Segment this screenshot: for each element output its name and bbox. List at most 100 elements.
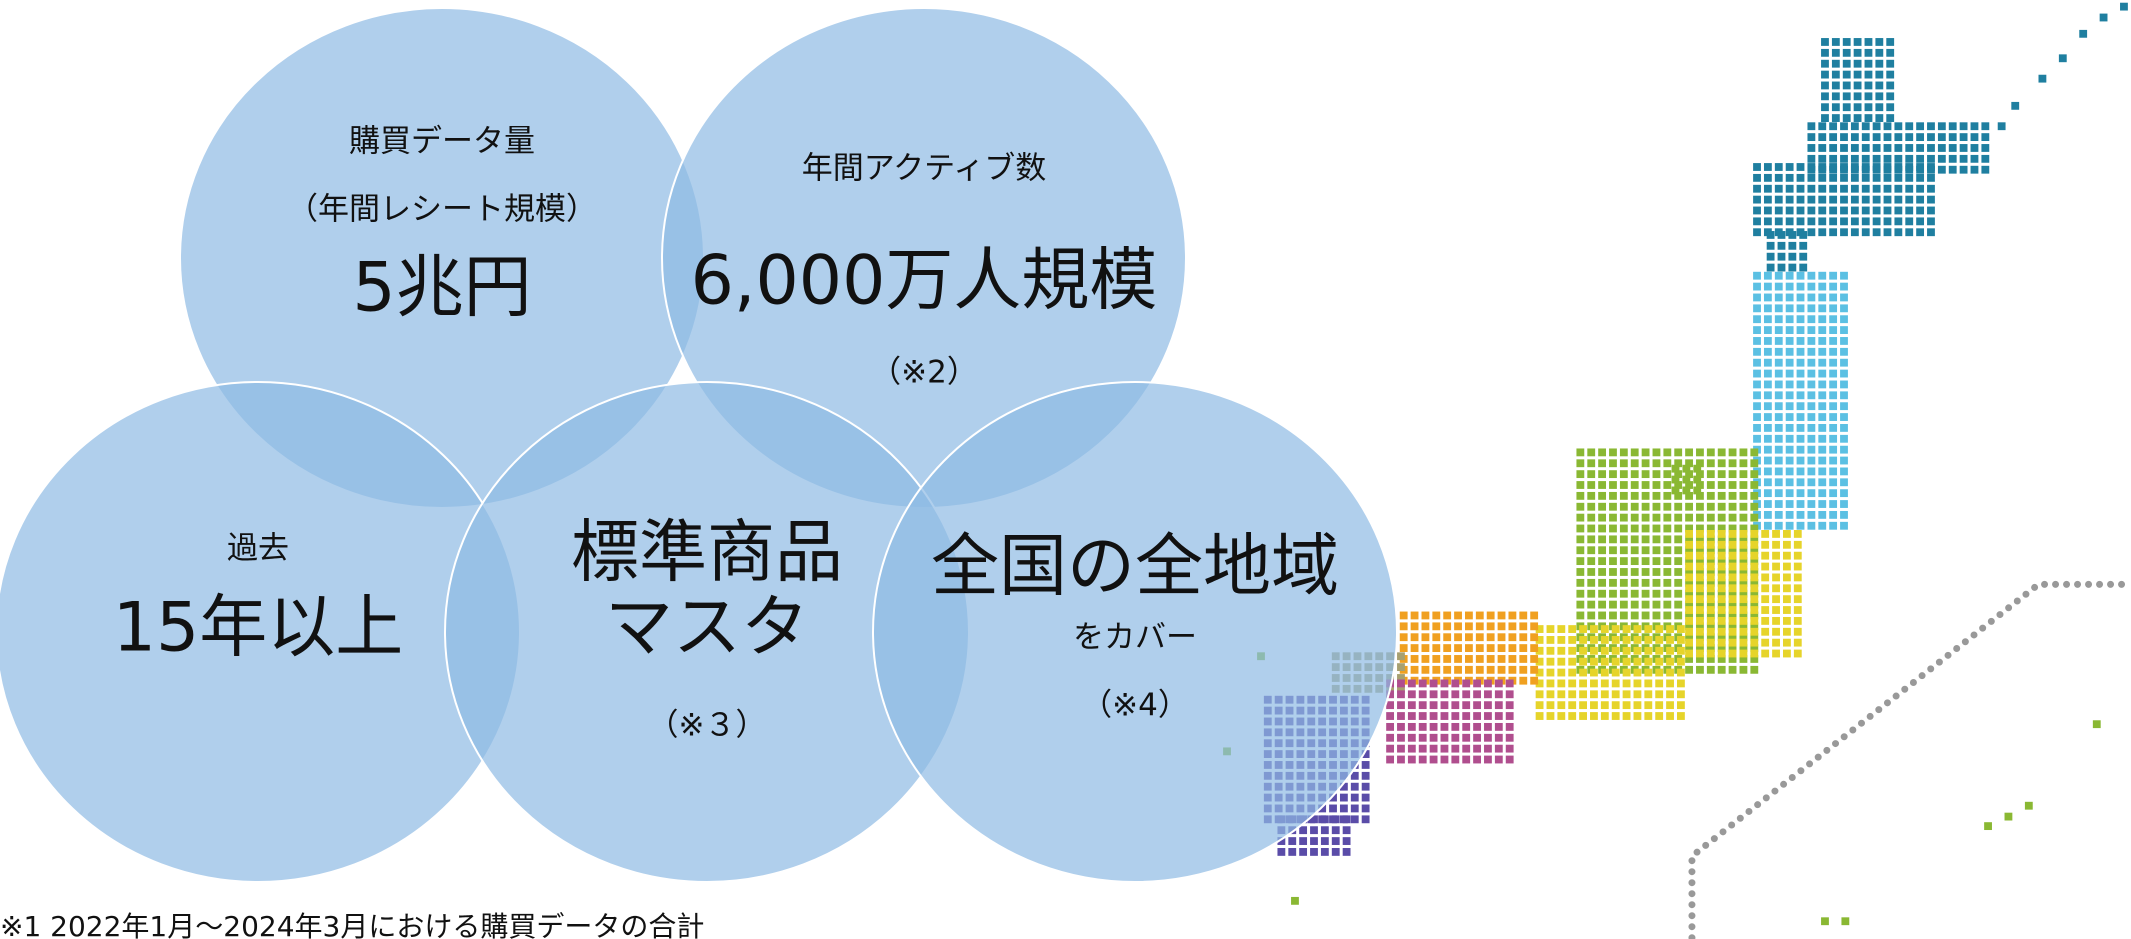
map-dot — [1761, 616, 1770, 625]
map-dot — [1750, 633, 1759, 642]
map-dot — [1785, 195, 1794, 204]
map-dot — [1821, 81, 1829, 90]
map-dot — [1840, 122, 1848, 131]
map-dot — [1763, 282, 1772, 291]
map-dot — [1728, 513, 1737, 522]
map-dot — [1663, 470, 1672, 479]
map-dot — [1818, 369, 1827, 378]
map-dot — [1666, 625, 1674, 633]
map-dot — [1440, 744, 1449, 753]
map-dot — [1753, 315, 1761, 324]
map-dot — [1598, 470, 1607, 479]
map-dot — [1783, 606, 1791, 614]
map-dot — [1342, 815, 1351, 824]
map-dot — [1774, 369, 1783, 378]
map-dot — [1818, 122, 1827, 131]
map-dot — [1421, 611, 1430, 620]
map-dot — [1611, 712, 1620, 720]
map-dot — [1818, 271, 1827, 280]
map-dot — [1927, 163, 1935, 171]
map-dot — [1761, 584, 1770, 593]
map-dot — [1641, 459, 1650, 468]
map-dot — [1611, 625, 1620, 633]
map-dot — [1546, 625, 1555, 633]
map-dot — [1785, 315, 1794, 324]
map-dot — [1753, 184, 1761, 193]
map-dot — [1587, 600, 1596, 609]
map-dot — [1717, 665, 1726, 674]
map-dot — [1486, 622, 1495, 631]
map-dot — [1772, 573, 1780, 582]
map-dot — [1840, 521, 1848, 530]
map-dot — [1342, 837, 1351, 845]
map-dot — [1407, 744, 1416, 753]
map-dot — [1872, 195, 1881, 204]
map-dot — [1861, 228, 1870, 237]
map-dot — [1685, 578, 1693, 587]
map-dot — [1753, 217, 1761, 226]
map-dot — [1421, 655, 1430, 663]
map-dot — [1750, 611, 1759, 620]
map-dot — [1397, 744, 1405, 753]
map-dot — [1739, 644, 1748, 652]
map-dot — [1807, 122, 1816, 131]
map-dot — [1796, 413, 1805, 421]
map-dot — [1633, 625, 1642, 633]
map-dot — [1785, 489, 1794, 498]
map-dot — [1361, 750, 1370, 758]
map-dot — [1829, 456, 1838, 465]
map-dot — [1557, 679, 1566, 688]
map-dot — [1739, 600, 1748, 609]
map-dot — [1535, 657, 1544, 666]
map-dot — [1842, 70, 1851, 79]
map-dot — [1462, 755, 1471, 764]
map-dot — [1576, 589, 1585, 598]
map-dot — [1818, 402, 1827, 411]
map-dot — [1644, 690, 1653, 699]
map-dot — [1696, 665, 1704, 674]
map-dot — [1677, 668, 1685, 677]
map-dot — [1410, 622, 1419, 631]
map-dot — [1666, 712, 1674, 720]
map-dot — [1829, 228, 1838, 237]
map-dot — [1763, 521, 1772, 530]
map-dot — [1853, 103, 1862, 112]
map-dot — [1829, 122, 1838, 131]
map-dot — [1739, 540, 1748, 549]
map-dot — [1829, 133, 1838, 142]
map-dot — [1883, 217, 1892, 226]
map-dot — [1997, 122, 2006, 131]
map-dot — [1682, 486, 1691, 495]
map-dot — [1864, 38, 1873, 46]
map-dot — [1937, 154, 1946, 163]
map-dot — [1763, 380, 1772, 389]
map-dot — [1796, 467, 1805, 476]
map-dot — [1666, 646, 1674, 655]
map-dot — [1619, 589, 1628, 598]
map-dot — [1788, 252, 1797, 261]
map-dot — [1546, 712, 1555, 720]
map-dot — [1905, 195, 1914, 204]
map-dot — [1633, 646, 1642, 655]
map-dot — [1853, 81, 1862, 90]
map-dot — [1598, 589, 1607, 598]
map-dot — [1677, 636, 1685, 644]
map-dot — [1655, 679, 1664, 688]
map-dot — [1728, 616, 1737, 625]
map-dot — [1840, 206, 1848, 215]
map-dot — [1418, 679, 1427, 688]
map-dot — [1630, 524, 1639, 533]
map-dot — [1494, 722, 1503, 731]
map-dot — [1763, 315, 1772, 324]
map-dot — [1410, 655, 1419, 663]
map-dot — [1663, 557, 1672, 566]
map-dot — [1432, 665, 1441, 674]
map-dot — [1397, 679, 1405, 688]
map-dot — [1861, 195, 1870, 204]
map-dot — [1739, 611, 1748, 620]
map-dot — [1916, 144, 1925, 152]
map-dot — [1630, 557, 1639, 566]
map-dot — [1728, 502, 1737, 511]
map-dot — [1772, 627, 1780, 636]
map-dot — [1473, 755, 1481, 764]
